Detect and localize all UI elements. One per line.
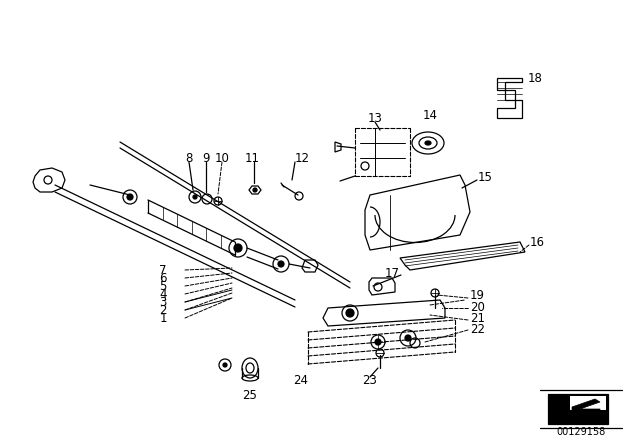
Text: 9: 9 xyxy=(202,151,210,164)
Polygon shape xyxy=(572,399,600,413)
Text: 15: 15 xyxy=(478,171,493,184)
Text: 00129158: 00129158 xyxy=(556,427,605,437)
Polygon shape xyxy=(570,396,606,410)
Ellipse shape xyxy=(425,141,431,145)
Text: 2: 2 xyxy=(159,303,167,316)
Circle shape xyxy=(278,261,284,267)
Circle shape xyxy=(405,335,411,341)
Text: 21: 21 xyxy=(470,311,485,324)
Text: 4: 4 xyxy=(159,288,167,301)
Circle shape xyxy=(193,195,197,199)
Text: 23: 23 xyxy=(363,374,378,387)
Text: 1: 1 xyxy=(159,311,167,324)
Text: 11: 11 xyxy=(244,151,259,164)
Text: 16: 16 xyxy=(530,236,545,249)
Text: 18: 18 xyxy=(528,72,543,85)
Circle shape xyxy=(127,194,133,200)
Text: 19: 19 xyxy=(470,289,485,302)
Text: 10: 10 xyxy=(214,151,229,164)
Text: 25: 25 xyxy=(243,388,257,401)
Circle shape xyxy=(253,188,257,192)
Text: 14: 14 xyxy=(422,108,438,121)
Circle shape xyxy=(346,309,354,317)
Text: 7: 7 xyxy=(159,263,167,276)
Text: 20: 20 xyxy=(470,301,485,314)
Circle shape xyxy=(234,244,242,252)
Text: 5: 5 xyxy=(159,280,167,293)
Circle shape xyxy=(375,339,381,345)
Text: 17: 17 xyxy=(385,267,400,280)
Text: 13: 13 xyxy=(367,112,383,125)
Text: 22: 22 xyxy=(470,323,485,336)
Text: 12: 12 xyxy=(295,151,310,164)
Text: 8: 8 xyxy=(186,151,193,164)
Circle shape xyxy=(223,363,227,367)
Polygon shape xyxy=(548,394,608,424)
Text: 3: 3 xyxy=(159,296,167,309)
Text: 6: 6 xyxy=(159,271,167,284)
Text: 24: 24 xyxy=(293,374,308,387)
